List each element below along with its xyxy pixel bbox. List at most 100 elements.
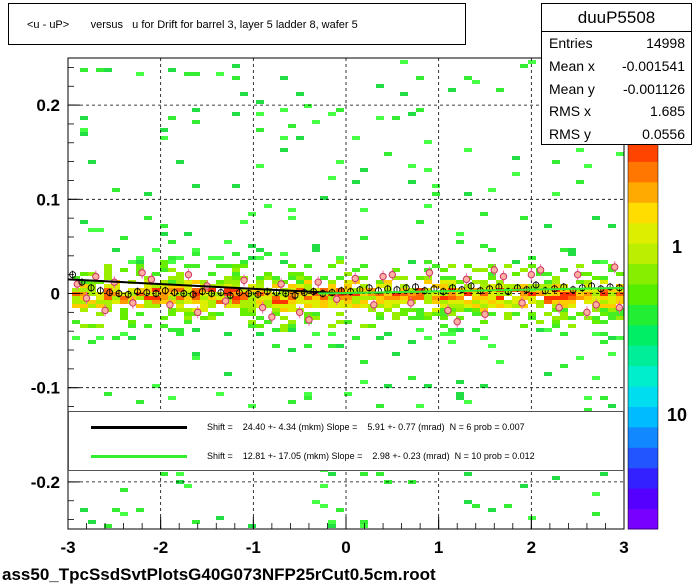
heatmap-cell	[528, 296, 536, 300]
heatmap-cell	[168, 288, 176, 292]
heatmap-cell	[472, 292, 480, 296]
heatmap-cell	[416, 404, 424, 408]
heatmap-cell	[416, 328, 424, 332]
heatmap-cell	[288, 276, 296, 280]
heatmap-cell	[136, 296, 144, 300]
heatmap-cell	[448, 276, 456, 280]
heatmap-cell	[536, 284, 544, 288]
heatmap-cell	[424, 276, 432, 280]
heatmap-cell	[576, 280, 584, 284]
heatmap-cell	[296, 272, 304, 276]
heatmap-cell	[424, 168, 432, 172]
palette-band	[628, 181, 658, 203]
heatmap-cell	[544, 312, 552, 316]
heatmap-cell	[424, 312, 432, 316]
heatmap-cell	[240, 92, 248, 96]
heatmap-cell	[568, 316, 576, 320]
heatmap-cell	[96, 280, 104, 284]
black-profile-point	[180, 290, 188, 297]
heatmap-cell	[600, 300, 608, 304]
heatmap-cell	[280, 108, 288, 112]
heatmap-cell	[136, 292, 144, 296]
heatmap-cell	[176, 328, 184, 332]
heatmap-cell	[224, 292, 232, 296]
heatmap-cell	[184, 312, 192, 316]
stats-row-mean-y: Mean y -0.001126	[542, 78, 691, 101]
heatmap-cell	[272, 284, 280, 288]
heatmap-cell	[160, 232, 168, 236]
pink-profile-point	[407, 299, 415, 307]
heatmap-cell	[464, 264, 472, 268]
heatmap-cell	[248, 284, 256, 288]
heatmap-cell	[568, 252, 576, 256]
heatmap-cell	[136, 312, 144, 316]
heatmap-cell	[328, 344, 336, 348]
heatmap-cell	[496, 280, 504, 284]
heatmap-cell	[192, 296, 200, 300]
heatmap-cell	[336, 508, 344, 512]
heatmap-cell	[424, 204, 432, 208]
heatmap-cell	[272, 308, 280, 312]
pink-profile-point	[425, 269, 434, 277]
heatmap-cell	[352, 180, 360, 184]
heatmap-cell	[544, 328, 552, 332]
heatmap-cell	[288, 300, 296, 304]
heatmap-cell	[160, 136, 168, 140]
black-profile-point	[541, 287, 549, 295]
black-profile-point	[134, 288, 141, 296]
heatmap-cell	[272, 312, 280, 316]
heatmap-cell	[488, 276, 496, 280]
heatmap-cell	[352, 136, 360, 140]
heatmap-cell	[280, 252, 288, 256]
black-profile-point	[467, 282, 475, 290]
heatmap-cell	[216, 312, 224, 316]
pink-profile-point	[370, 301, 378, 309]
heatmap-cell	[368, 292, 376, 296]
heatmap-cell	[264, 252, 272, 256]
black-profile-point	[161, 287, 169, 295]
heatmap-cell	[440, 304, 448, 308]
heatmap-cell	[168, 116, 176, 120]
pink-profile-point	[295, 308, 304, 317]
heatmap-cell	[368, 308, 376, 312]
heatmap-cell	[88, 228, 96, 232]
heatmap-cell	[560, 268, 568, 272]
heatmap-cell	[408, 340, 416, 344]
stats-row-entries: Entries 14998	[542, 32, 691, 55]
fit-line-black	[67, 278, 347, 295]
heatmap-cell	[408, 180, 416, 184]
palette-band	[628, 488, 658, 510]
heatmap-cell	[80, 68, 88, 72]
black-profile-point	[189, 290, 197, 298]
heatmap-cell	[368, 296, 376, 300]
heatmap-cell	[600, 332, 608, 336]
heatmap-cell	[200, 288, 208, 292]
heatmap-cell	[376, 292, 384, 296]
black-profile-point	[402, 284, 410, 292]
heatmap-cell	[184, 316, 192, 320]
heatmap-cell	[592, 296, 600, 300]
pink-profile-point	[129, 299, 137, 307]
heatmap-cell	[496, 284, 504, 288]
heatmap-cell	[520, 64, 528, 68]
heatmap-cell	[448, 308, 456, 312]
black-profile-point	[458, 286, 466, 294]
heatmap-cell	[440, 296, 448, 300]
palette-band	[628, 426, 658, 448]
heatmap-cell	[600, 276, 608, 280]
heatmap-cell	[72, 304, 80, 308]
heatmap-cell	[520, 484, 528, 488]
palette-band	[628, 283, 658, 305]
heatmap-cell	[168, 308, 176, 312]
heatmap-cell	[568, 304, 576, 308]
heatmap-cell	[104, 300, 112, 304]
heatmap-cell	[336, 300, 344, 304]
heatmap-cell	[456, 380, 464, 384]
heatmap-cell	[112, 300, 120, 304]
heatmap-cell	[288, 264, 296, 268]
heatmap-cell	[104, 264, 112, 268]
heatmap-cell	[312, 244, 320, 248]
heatmap-cell	[512, 304, 520, 308]
black-profile-point	[245, 290, 253, 297]
heatmap-cell	[88, 304, 96, 308]
